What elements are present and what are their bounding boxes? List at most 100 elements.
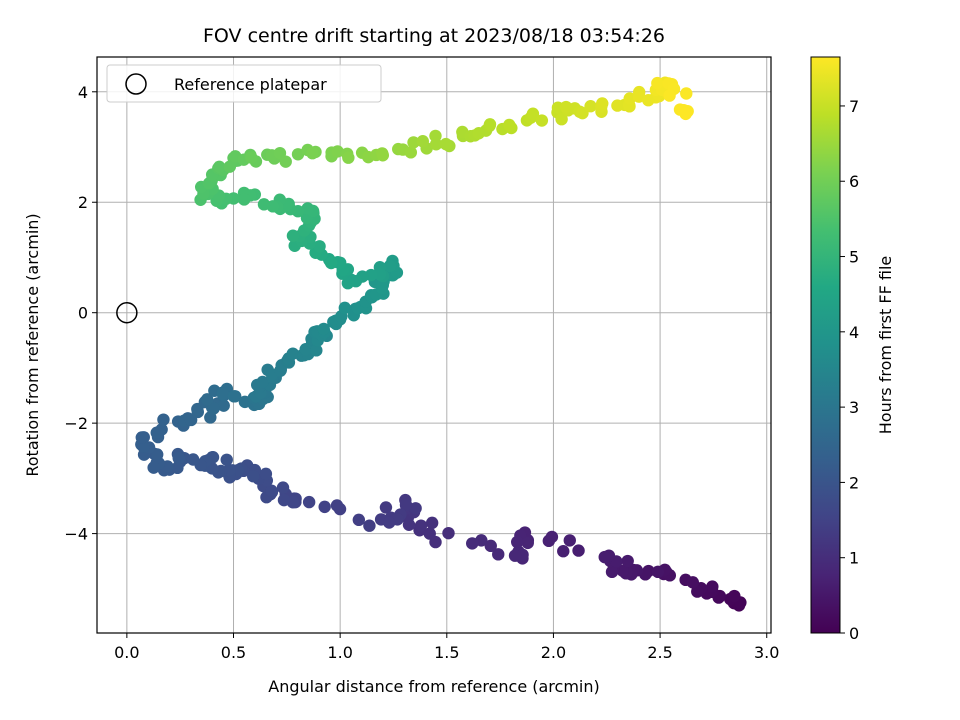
scatter-point: [137, 440, 150, 453]
x-axis-ticks: 0.0 0.5 1.0 1.5 2.0 2.5 3.0: [114, 633, 779, 662]
scatter-point: [598, 550, 611, 564]
scatter-point: [483, 118, 497, 131]
y-tick-label: 0: [78, 304, 88, 323]
scatter-point: [301, 202, 314, 215]
scatter-point: [379, 501, 393, 514]
scatter-point: [342, 151, 355, 164]
colorbar: [810, 56, 841, 634]
scatter-point: [310, 344, 323, 357]
scatter-point: [409, 502, 422, 515]
scatter-point: [217, 399, 230, 412]
scatter-point: [545, 530, 559, 544]
scatter-point: [555, 113, 568, 126]
scatter-point: [680, 87, 693, 100]
scatter-point: [563, 534, 576, 547]
scatter-point: [220, 453, 233, 466]
x-tick-label: 1.0: [327, 643, 352, 662]
y-tick-label: 2: [78, 193, 88, 212]
scatter-point: [439, 137, 453, 151]
x-tick-label: 3.0: [754, 643, 779, 662]
scatter-point: [442, 526, 455, 540]
scatter-point: [407, 136, 420, 149]
scatter-point: [508, 549, 522, 562]
scatter-point: [706, 580, 719, 593]
scatter-point: [511, 535, 524, 549]
x-axis-label: Angular distance from reference (arcmin): [268, 677, 599, 696]
scatter-point: [318, 500, 331, 514]
x-tick-label: 1.5: [434, 643, 459, 662]
y-axis-ticks: −4 −2 0 2 4: [64, 83, 97, 544]
colorbar-tick-label: 6: [849, 172, 859, 191]
scatter-point: [151, 448, 164, 461]
scatter-point: [503, 118, 516, 132]
scatter-point: [484, 539, 497, 553]
colorbar-tick-label: 7: [849, 97, 859, 116]
y-tick-label: −4: [64, 525, 88, 544]
scatter-point: [213, 160, 226, 174]
scatter-point: [277, 493, 291, 507]
scatter-point: [623, 92, 636, 105]
colorbar-tick-label: 4: [849, 323, 859, 342]
reference-point: [116, 301, 138, 324]
scatter-point: [363, 519, 376, 532]
scatter-point: [521, 536, 534, 550]
colorbar-tick-label: 3: [849, 398, 859, 417]
plot-frame: [96, 56, 772, 634]
scatter-point: [663, 89, 676, 102]
scatter-point: [404, 146, 418, 159]
scatter-point: [227, 390, 241, 403]
y-tick-label: −2: [64, 414, 88, 433]
scatter-point: [472, 127, 485, 140]
scatter-point: [611, 99, 624, 112]
y-axis-label: Rotation from reference (arcmin): [23, 213, 42, 476]
scatter-point: [535, 114, 549, 127]
scatter-point: [728, 589, 741, 603]
scatter-point: [135, 431, 148, 444]
scatter-point: [576, 106, 589, 120]
scatter-point: [584, 100, 597, 113]
scatter-point: [306, 146, 319, 160]
scatter-point: [429, 138, 443, 151]
scatter-point: [155, 423, 168, 436]
legend: Reference platepar: [106, 64, 382, 103]
colorbar-label: Hours from first FF file: [876, 256, 895, 435]
scatter-point: [492, 548, 505, 561]
scatter-point: [632, 90, 646, 103]
scatter-point: [341, 276, 355, 290]
scatter-point: [383, 259, 397, 273]
scatter-point: [651, 565, 665, 579]
scatter-point: [691, 585, 704, 598]
scatter-point: [286, 229, 300, 242]
scatter-point: [466, 537, 479, 550]
scatter-point: [596, 97, 609, 110]
data-points: [135, 76, 747, 612]
scatter-point: [157, 413, 170, 426]
colorbar-tick-label: 1: [849, 549, 859, 568]
scatter-point: [526, 107, 540, 120]
scatter-point: [414, 519, 428, 532]
x-tick-label: 0.0: [114, 643, 139, 662]
scatter-point: [172, 451, 185, 465]
scatter-point: [279, 155, 292, 168]
scatter-point: [338, 301, 352, 315]
colorbar-tick-label: 2: [849, 473, 859, 492]
x-tick-label: 2.5: [647, 643, 672, 662]
scatter-point: [557, 545, 570, 558]
scatter-point: [256, 375, 269, 389]
scatter-point: [605, 565, 619, 579]
scatter-point: [572, 544, 585, 557]
scatter-point: [313, 240, 326, 253]
colorbar-ticks: 0 1 2 3 4 5 6 7: [840, 97, 859, 643]
legend-box: [106, 64, 382, 103]
reference-point-marker: [116, 301, 138, 324]
scatter-point: [200, 393, 214, 406]
scatter-point: [330, 499, 344, 512]
scatter-point: [416, 135, 429, 148]
scatter-point: [679, 107, 692, 121]
colorbar-tick-label: 5: [849, 248, 859, 267]
scatter-point: [147, 461, 160, 474]
legend-marker-icon: [125, 73, 147, 95]
scatter-point: [324, 256, 338, 270]
scatter-point: [259, 467, 273, 481]
